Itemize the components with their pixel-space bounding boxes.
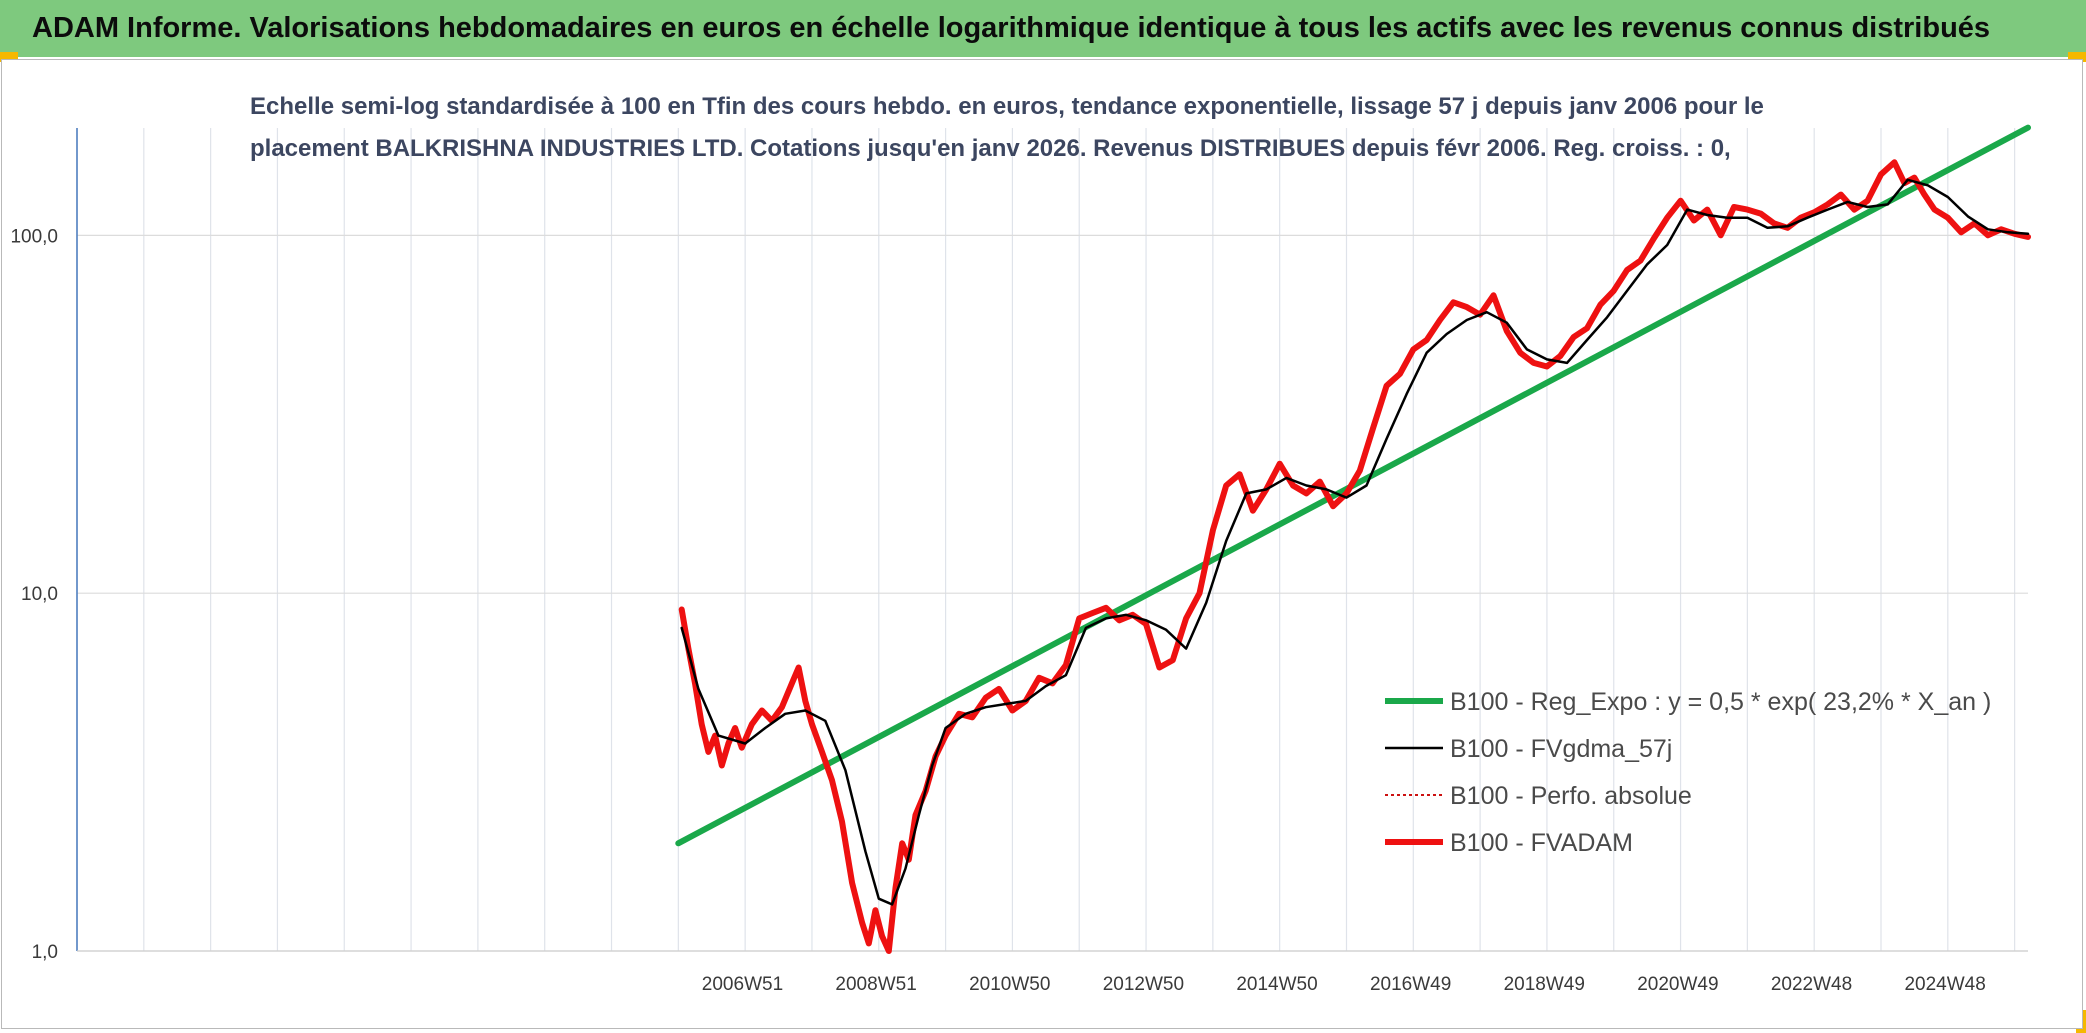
x-tick-label: 2020W49 xyxy=(1637,974,1718,995)
legend-label: B100 - Reg_Expo : y = 0,5 * exp( 23,2% *… xyxy=(1450,688,1991,716)
axes xyxy=(76,128,2028,952)
report-banner: ADAM Informe. Valorisations hebdomadaire… xyxy=(0,0,2086,57)
corner-marker-top-left xyxy=(0,52,18,62)
series-line xyxy=(680,178,2030,906)
legend-label: B100 - FVADAM xyxy=(1450,829,1633,857)
x-tick-labels: 2006W51 2008W51 2010W50 2012W50 2014W50 2016W… xyxy=(702,974,1986,995)
x-tick-label: 2006W51 xyxy=(702,974,783,995)
x-tick-label: 2012W50 xyxy=(1103,974,1184,995)
y-tick-labels: 1,0 10,0 100,0 xyxy=(10,226,58,963)
chart-title-line-2: placement BALKRISHNA INDUSTRIES LTD. Cot… xyxy=(250,135,1731,162)
x-tick-label: 2010W50 xyxy=(969,974,1050,995)
x-tick-label: 2022W48 xyxy=(1771,974,1852,995)
chart-legend: B100 - Reg_Expo : y = 0,5 * exp( 23,2% *… xyxy=(1385,688,1991,857)
x-tick-label: 2014W50 xyxy=(1236,974,1317,995)
legend-label: B100 - Perfo. absolue xyxy=(1450,782,1692,810)
y-tick-label: 100,0 xyxy=(10,226,58,247)
chart-title: Echelle semi-log standardisée à 100 en T… xyxy=(250,86,1764,170)
x-tick-label: 2018W49 xyxy=(1504,974,1585,995)
horizontal-gridlines xyxy=(77,234,2028,952)
chart-frame xyxy=(1,59,2083,1029)
legend-label: B100 - FVgdma_57j xyxy=(1450,735,1672,763)
y-tick-label: 1,0 xyxy=(32,942,58,963)
chart-title-line-1: Echelle semi-log standardisée à 100 en T… xyxy=(250,93,1764,120)
corner-marker-top-right xyxy=(2068,52,2086,62)
series-line xyxy=(678,159,2031,954)
report-title: ADAM Informe. Valorisations hebdomadaire… xyxy=(32,12,1991,44)
y-tick-label: 10,0 xyxy=(21,584,58,605)
series-lines xyxy=(675,124,2031,954)
x-tick-label: 2016W49 xyxy=(1370,974,1451,995)
x-tick-label: 2008W51 xyxy=(835,974,916,995)
vertical-gridlines xyxy=(143,128,2016,951)
x-tick-label: 2024W48 xyxy=(1904,974,1985,995)
